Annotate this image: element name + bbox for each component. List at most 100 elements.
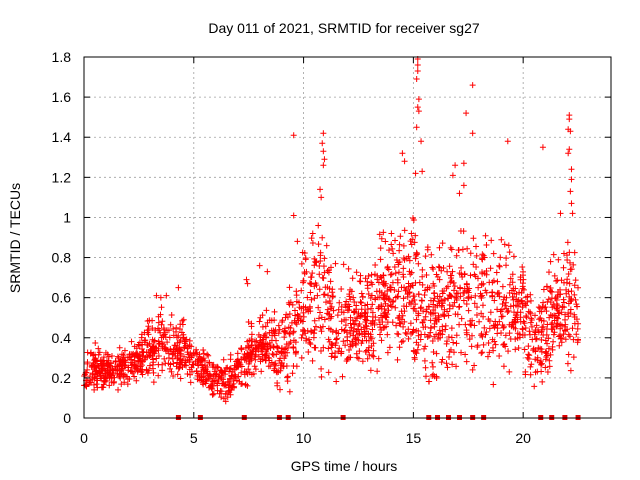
data-point	[339, 373, 346, 380]
data-point	[457, 228, 464, 235]
data-point	[387, 271, 394, 278]
data-point	[489, 289, 496, 296]
data-point	[244, 338, 251, 345]
data-point	[539, 144, 546, 151]
data-point	[155, 347, 162, 354]
data-point	[523, 314, 530, 321]
data-point	[424, 334, 431, 341]
data-point	[159, 361, 166, 368]
data-point	[503, 262, 510, 269]
data-point	[304, 294, 311, 301]
data-point	[471, 362, 478, 369]
data-point	[450, 339, 457, 346]
data-point	[193, 351, 200, 358]
data-point	[459, 246, 466, 253]
data-point	[352, 317, 359, 324]
data-point	[218, 388, 225, 395]
x-tick-label: 20	[515, 430, 531, 446]
data-point	[454, 290, 461, 297]
data-point	[521, 300, 528, 307]
data-point	[485, 316, 492, 323]
data-point	[421, 316, 427, 323]
data-point	[305, 349, 312, 356]
data-point	[453, 295, 460, 302]
data-point	[298, 354, 305, 361]
data-point	[378, 235, 385, 242]
data-point	[567, 188, 574, 195]
data-point	[380, 272, 387, 279]
data-point	[136, 358, 143, 365]
data-point	[318, 365, 325, 372]
data-point	[311, 295, 318, 302]
data-point	[160, 341, 167, 348]
data-point	[408, 241, 415, 248]
data-point	[190, 350, 197, 357]
data-point	[361, 309, 368, 316]
data-point	[302, 330, 309, 337]
data-point	[455, 247, 462, 254]
data-point	[233, 377, 240, 384]
data-point	[435, 335, 442, 342]
data-point	[187, 379, 194, 386]
data-point	[444, 364, 451, 371]
data-point	[277, 367, 284, 374]
data-point	[549, 346, 556, 353]
data-point	[284, 349, 291, 356]
data-point	[453, 332, 460, 339]
data-point	[560, 250, 567, 257]
data-point	[392, 294, 399, 301]
data-point	[525, 351, 532, 358]
data-point	[496, 262, 503, 269]
data-point	[537, 315, 544, 322]
data-point	[341, 327, 348, 334]
data-point	[452, 294, 459, 301]
data-point	[550, 331, 557, 338]
data-point	[523, 312, 530, 319]
data-point	[226, 368, 233, 375]
data-point	[430, 266, 437, 273]
data-point	[572, 296, 579, 303]
data-point	[188, 368, 195, 375]
data-point	[565, 150, 572, 157]
data-point	[400, 338, 407, 345]
data-point	[438, 302, 445, 309]
y-tick-label: 0.2	[52, 370, 72, 386]
data-point	[571, 291, 578, 298]
data-point	[422, 253, 429, 260]
data-point	[104, 365, 111, 372]
data-point	[241, 368, 248, 375]
data-point	[307, 274, 314, 281]
data-point	[430, 301, 437, 308]
data-point	[415, 291, 422, 298]
data-point	[308, 235, 315, 242]
data-point	[129, 369, 136, 376]
data-point	[422, 313, 429, 320]
data-point	[545, 345, 552, 352]
data-point	[410, 293, 417, 300]
data-point	[371, 321, 378, 328]
data-point	[376, 317, 383, 324]
data-point	[179, 364, 186, 371]
y-tick-label: 0.8	[52, 250, 72, 266]
data-point	[567, 259, 574, 266]
data-point	[249, 348, 256, 355]
data-point	[398, 308, 405, 315]
data-point	[369, 281, 376, 288]
data-point	[294, 311, 301, 318]
data-point	[490, 322, 497, 329]
data-point	[413, 316, 420, 323]
data-point	[316, 271, 323, 278]
data-point	[263, 348, 270, 355]
data-point	[325, 292, 332, 299]
data-point	[219, 380, 226, 387]
data-point	[330, 293, 337, 300]
data-point	[350, 309, 357, 316]
data-point	[153, 355, 160, 362]
data-point	[474, 343, 481, 350]
data-point	[356, 330, 363, 337]
data-point	[311, 255, 318, 262]
data-point	[242, 381, 249, 388]
data-point	[291, 307, 298, 314]
data-point	[255, 347, 262, 354]
data-point	[133, 365, 140, 372]
